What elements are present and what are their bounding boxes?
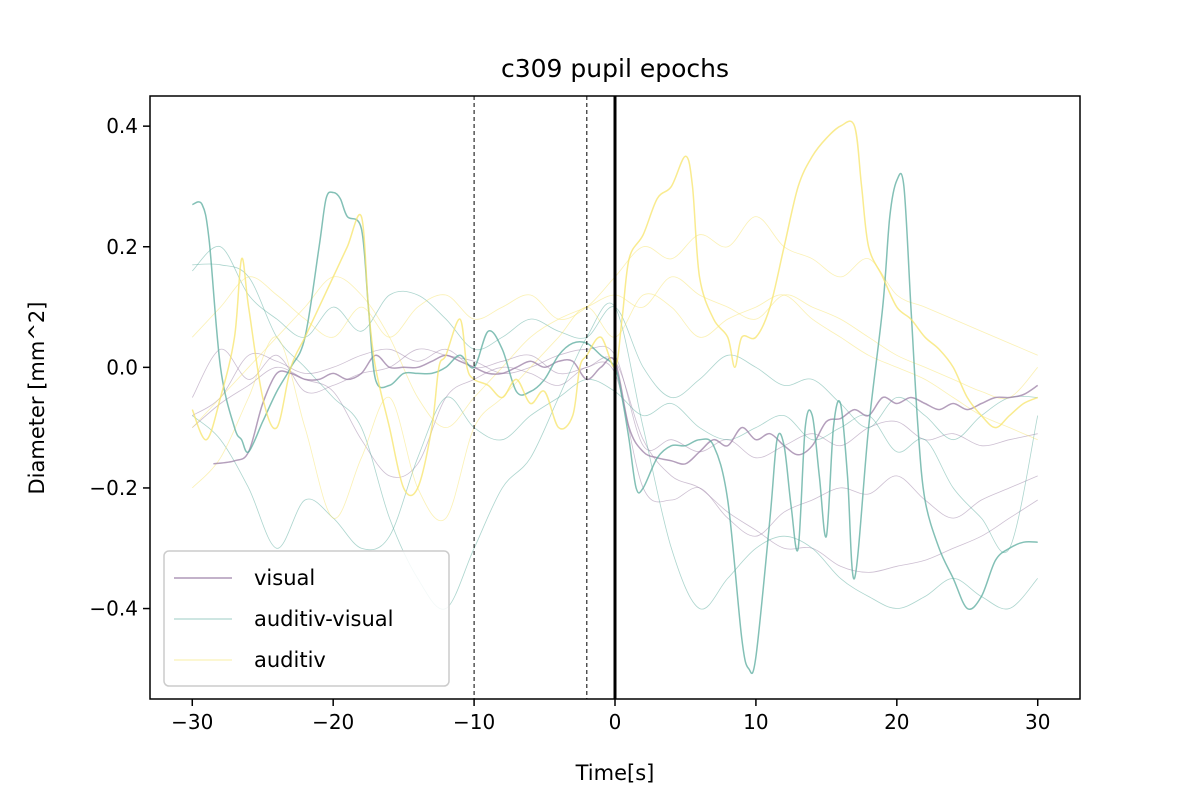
y-tick-label: −0.4 [89,597,138,621]
x-tick-label: 30 [1025,710,1050,734]
legend-label-auditiv-visual: auditiv-visual [254,607,394,631]
x-tick-label: −20 [312,710,354,734]
x-tick-label: 20 [884,710,909,734]
x-tick-label: −10 [453,710,495,734]
visual-series-line-0 [213,354,1039,465]
x-tick-label: 0 [609,710,622,734]
chart-title: c309 pupil epochs [501,54,729,83]
x-axis-label: Time[s] [575,761,655,785]
y-tick-label: 0.0 [106,355,138,379]
epoch-series-line-10 [192,293,1038,521]
x-tick-label: 10 [743,710,768,734]
y-tick-label: −0.2 [89,476,138,500]
legend: visual auditiv-visual auditiv [163,550,450,687]
legend-label-auditiv: auditiv [254,648,326,672]
legend-frame [163,550,450,687]
auditiv-series-line-8 [191,120,1038,497]
auditiv-visual-series-line-4 [192,172,1038,675]
y-tick-label: 0.4 [106,114,138,138]
y-tick-label: 0.2 [106,235,138,259]
y-axis-label: Diameter [mm^2] [25,302,49,495]
legend-label-visual: visual [254,566,315,590]
x-axis: −30 −20 −10 0 10 20 30 [171,699,1050,734]
y-axis: −0.4 −0.2 0.0 0.2 0.4 [89,114,150,621]
vline-layer [473,96,617,699]
x-tick-label: −30 [171,710,213,734]
